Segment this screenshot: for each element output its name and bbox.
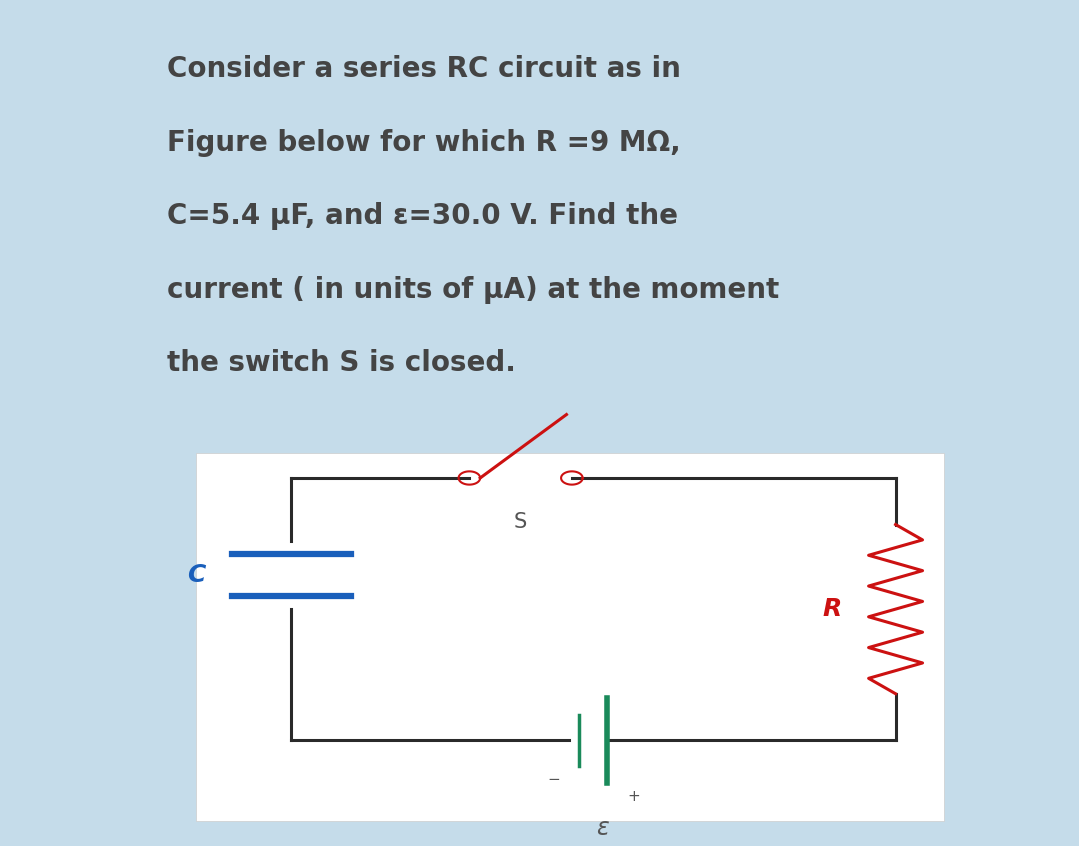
Text: S: S [514,512,528,532]
Text: Consider a series RC circuit as in: Consider a series RC circuit as in [167,55,681,83]
Text: C=5.4 μF, and ε=30.0 V. Find the: C=5.4 μF, and ε=30.0 V. Find the [167,202,679,230]
Text: −: − [547,772,560,788]
Text: current ( in units of μA) at the moment: current ( in units of μA) at the moment [167,276,779,304]
Text: ε: ε [596,816,609,840]
Text: C: C [187,563,205,587]
Text: +: + [627,789,640,805]
Text: Figure below for which R =9 MΩ,: Figure below for which R =9 MΩ, [167,129,681,157]
Text: the switch S is closed.: the switch S is closed. [167,349,516,377]
Text: R: R [822,597,842,621]
FancyBboxPatch shape [196,453,944,821]
